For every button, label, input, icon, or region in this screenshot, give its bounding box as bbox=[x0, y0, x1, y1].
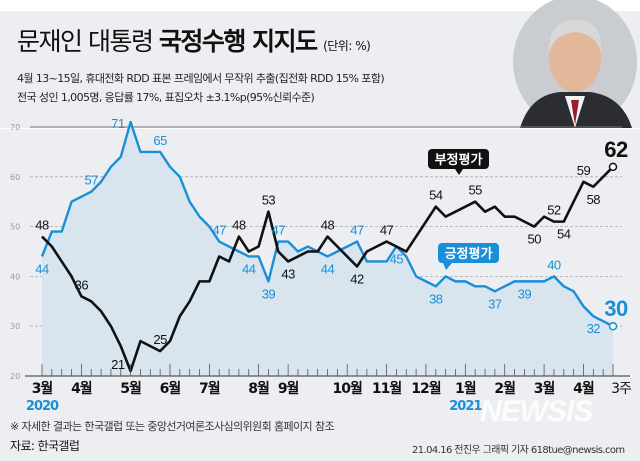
y-tick-label: 20 bbox=[10, 372, 20, 381]
president-portrait bbox=[513, 0, 637, 128]
negative-data-label: 43 bbox=[281, 266, 295, 281]
negative-data-label: 54 bbox=[557, 227, 571, 242]
negative-data-label: 47 bbox=[380, 223, 394, 238]
page-title: 문재인 대통령 국정수행 지지도 (단위: %) bbox=[17, 22, 371, 58]
negative-data-label: 50 bbox=[528, 232, 542, 247]
footnote: ※ 자세한 결과는 한국갤럽 또는 중앙선거여론조사심의위원회 홈페이지 참조 bbox=[10, 420, 335, 433]
positive-data-label: 44 bbox=[242, 261, 256, 276]
negative-data-label: 59 bbox=[577, 163, 591, 178]
positive-data-label: 30 bbox=[604, 296, 628, 321]
x-tick-label: 10월 bbox=[333, 380, 362, 397]
title-light: 문재인 대통령 bbox=[17, 27, 154, 56]
header-divider bbox=[0, 128, 640, 129]
negative-data-label: 42 bbox=[350, 271, 364, 286]
x-tick-label: 8월 bbox=[248, 380, 269, 397]
positive-data-label: 71 bbox=[111, 116, 125, 131]
negative-data-label: 53 bbox=[262, 193, 276, 208]
x-tick-label: 1월 bbox=[455, 380, 476, 397]
legend-positive: 긍정평가 bbox=[438, 243, 499, 270]
x-tick-label: 12월 bbox=[411, 380, 440, 397]
negative-data-label: 48 bbox=[232, 218, 246, 233]
year-label: 2021 bbox=[449, 399, 482, 414]
negative-data-label: 21 bbox=[111, 357, 125, 372]
legend-positive-label: 긍정평가 bbox=[445, 246, 493, 262]
legend-negative: 부정평가 bbox=[428, 149, 489, 175]
negative-data-label: 58 bbox=[587, 192, 601, 207]
y-tick-label: 70 bbox=[10, 123, 20, 132]
legend-negative-label: 부정평가 bbox=[435, 152, 483, 168]
positive-data-label: 47 bbox=[350, 223, 364, 238]
source: 자료: 한국갤럽 bbox=[10, 439, 80, 453]
y-tick-label: 60 bbox=[10, 173, 20, 182]
x-tick-label: 11월 bbox=[372, 380, 401, 397]
year-label: 2020 bbox=[26, 399, 59, 414]
y-tick-label: 40 bbox=[10, 272, 20, 281]
x-tick-label: 7월 bbox=[199, 380, 220, 397]
negative-data-label: 54 bbox=[429, 188, 443, 203]
positive-point bbox=[608, 321, 618, 331]
x-tick-label: 4월 bbox=[573, 380, 594, 397]
x-tick-label: 6월 bbox=[160, 380, 181, 397]
positive-area bbox=[42, 122, 614, 377]
y-tick-label: 30 bbox=[10, 322, 20, 331]
x-tick-label: 4월 bbox=[71, 380, 92, 397]
negative-data-label: 62 bbox=[604, 137, 628, 162]
top-strip bbox=[0, 0, 640, 11]
positive-data-label: 45 bbox=[390, 252, 404, 267]
positive-data-label: 44 bbox=[35, 261, 49, 276]
positive-data-label: 65 bbox=[153, 133, 167, 148]
positive-data-label: 57 bbox=[84, 173, 98, 188]
positive-data-label: 44 bbox=[321, 261, 335, 276]
positive-data-label: 39 bbox=[262, 286, 276, 301]
survey-method: 4월 13~15일, 휴대전화 RDD 표본 프레임에서 무작위 추출(집전화 … bbox=[17, 72, 385, 85]
positive-data-label: 32 bbox=[587, 321, 601, 336]
positive-data-label: 47 bbox=[212, 223, 226, 238]
x-tick-label: 5월 bbox=[120, 380, 141, 397]
negative-data-label: 48 bbox=[35, 218, 49, 233]
survey-sample: 전국 성인 1,005명, 응답률 17%, 표집오차 ±3.1%p(95%신뢰… bbox=[17, 91, 315, 104]
positive-data-label: 37 bbox=[488, 296, 502, 311]
positive-data-label: 40 bbox=[547, 257, 561, 272]
negative-data-label: 48 bbox=[321, 218, 335, 233]
unit-label: (단위: %) bbox=[323, 39, 371, 53]
positive-data-label: 39 bbox=[518, 286, 532, 301]
newsis-watermark: NEWSIS bbox=[480, 395, 593, 428]
x-tick-label: 2월 bbox=[494, 380, 515, 397]
title-bold: 국정수행 지지도 bbox=[158, 27, 318, 56]
negative-point bbox=[608, 162, 618, 172]
negative-data-label: 55 bbox=[468, 183, 482, 198]
x-tick-label: 3주 bbox=[611, 381, 632, 397]
y-tick-label: 50 bbox=[10, 223, 20, 232]
x-tick-label: 3월 bbox=[534, 380, 555, 397]
credit: 21.04.16 전진우 그래픽 기자 618tue@newsis.com bbox=[412, 445, 625, 456]
positive-data-label: 47 bbox=[272, 223, 286, 238]
x-tick-label: 9월 bbox=[278, 380, 299, 397]
negative-data-label: 36 bbox=[75, 277, 89, 292]
x-tick-label: 3월 bbox=[32, 380, 53, 397]
negative-data-label: 52 bbox=[547, 203, 561, 218]
negative-data-label: 25 bbox=[153, 332, 167, 347]
positive-data-label: 38 bbox=[429, 291, 443, 306]
